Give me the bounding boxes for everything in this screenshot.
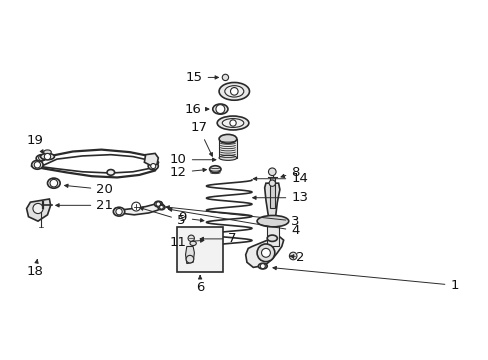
Polygon shape — [144, 153, 158, 166]
Ellipse shape — [154, 201, 162, 207]
Circle shape — [44, 153, 51, 160]
Ellipse shape — [258, 263, 266, 269]
Circle shape — [131, 202, 140, 211]
Ellipse shape — [158, 205, 164, 210]
Circle shape — [230, 87, 238, 95]
Polygon shape — [185, 247, 194, 264]
Ellipse shape — [113, 207, 124, 216]
Ellipse shape — [257, 216, 288, 227]
Ellipse shape — [47, 178, 60, 188]
Circle shape — [260, 264, 265, 269]
Bar — [266, 218, 278, 247]
Text: 16: 16 — [184, 103, 208, 116]
Circle shape — [159, 205, 163, 209]
Text: 10: 10 — [169, 153, 215, 166]
Ellipse shape — [41, 153, 54, 160]
Polygon shape — [245, 237, 283, 267]
Circle shape — [186, 255, 193, 263]
Circle shape — [257, 244, 274, 262]
Text: 1: 1 — [272, 266, 458, 292]
Ellipse shape — [212, 104, 227, 114]
Circle shape — [116, 208, 122, 215]
Ellipse shape — [148, 162, 158, 170]
Circle shape — [39, 155, 43, 160]
Ellipse shape — [107, 170, 114, 175]
Circle shape — [216, 105, 224, 113]
Circle shape — [222, 74, 228, 81]
Ellipse shape — [32, 160, 43, 169]
Text: 9: 9 — [178, 211, 203, 225]
Circle shape — [268, 168, 276, 176]
Text: 13: 13 — [252, 191, 307, 204]
Circle shape — [188, 235, 194, 242]
Text: 2: 2 — [290, 251, 304, 264]
Text: 12: 12 — [169, 166, 206, 179]
Ellipse shape — [219, 82, 249, 100]
Text: 11: 11 — [169, 235, 203, 248]
Circle shape — [50, 179, 58, 187]
Ellipse shape — [224, 86, 244, 97]
Circle shape — [33, 203, 43, 213]
Text: 7: 7 — [200, 233, 236, 246]
Circle shape — [156, 202, 160, 206]
Ellipse shape — [222, 118, 244, 127]
Text: 15: 15 — [185, 71, 218, 84]
Text: 20: 20 — [64, 183, 113, 196]
Circle shape — [34, 162, 41, 168]
Circle shape — [150, 163, 156, 168]
Ellipse shape — [189, 241, 196, 246]
Text: 4: 4 — [168, 208, 299, 237]
Text: 19: 19 — [26, 134, 43, 153]
Text: 5: 5 — [140, 207, 185, 226]
Circle shape — [268, 180, 275, 186]
Ellipse shape — [43, 150, 51, 154]
Bar — [270, 177, 275, 208]
Ellipse shape — [36, 154, 46, 161]
Ellipse shape — [219, 134, 236, 143]
Polygon shape — [264, 183, 279, 240]
Polygon shape — [26, 199, 51, 221]
Text: 17: 17 — [190, 121, 212, 156]
Text: 14: 14 — [253, 172, 307, 185]
Ellipse shape — [266, 235, 277, 242]
Text: 8: 8 — [281, 166, 299, 179]
Ellipse shape — [219, 155, 236, 160]
Text: 21: 21 — [56, 199, 113, 212]
Text: 18: 18 — [26, 260, 43, 279]
Circle shape — [229, 120, 236, 126]
Polygon shape — [114, 202, 163, 215]
Bar — [177, 228, 223, 272]
Text: 3: 3 — [165, 206, 299, 228]
Circle shape — [261, 248, 270, 257]
Bar — [219, 139, 236, 158]
Circle shape — [289, 252, 296, 260]
Ellipse shape — [209, 166, 221, 173]
Ellipse shape — [217, 116, 248, 130]
Text: 6: 6 — [196, 275, 204, 294]
